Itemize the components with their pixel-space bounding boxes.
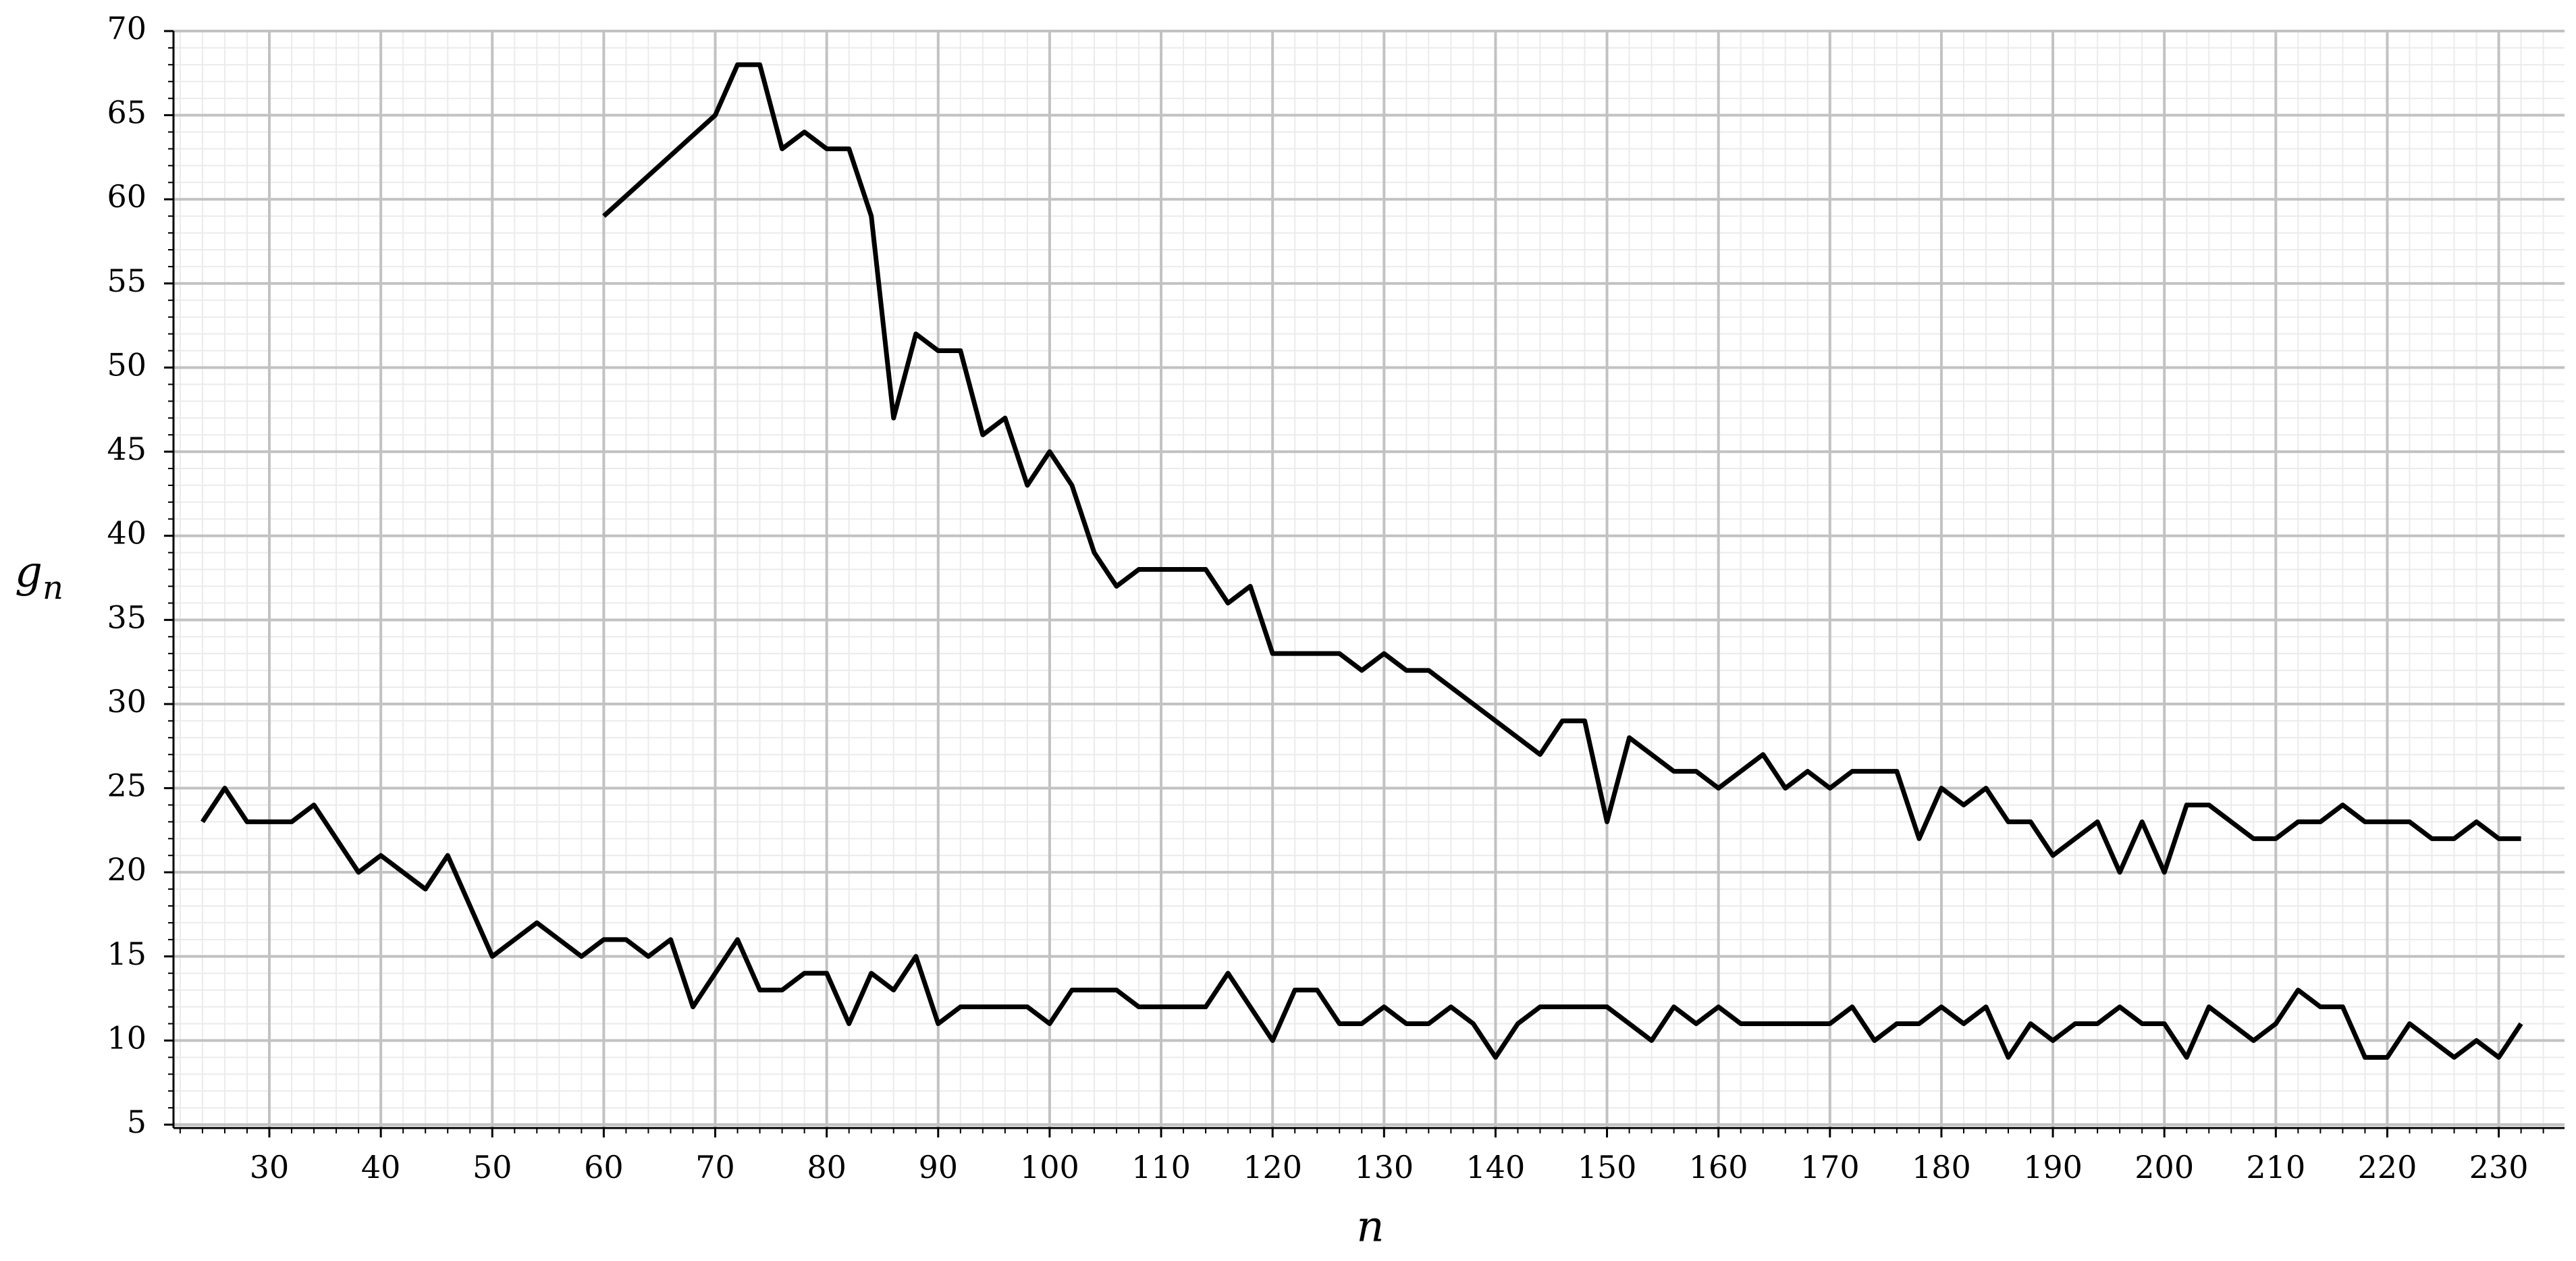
x-tick-label: 100 [1020,1149,1079,1185]
y-tick-label: 15 [107,936,146,972]
y-tick-label: 20 [107,851,146,888]
x-tick-label: 60 [584,1149,624,1185]
y-tick-label: 5 [127,1104,146,1140]
x-tick-label: 130 [1354,1149,1414,1185]
y-axis-label: gn [15,547,63,607]
y-tick-label: 40 [107,515,146,552]
grid [173,30,2565,1128]
x-tick-label: 140 [1466,1149,1526,1185]
y-tick-label: 30 [107,683,146,720]
x-tick-label: 30 [250,1149,290,1185]
y-tick-label: 60 [107,178,146,215]
x-tick-label: 50 [473,1149,512,1185]
x-tick-label: 40 [361,1149,401,1185]
x-tick-label: 80 [807,1149,847,1185]
y-tick-label: 55 [107,263,146,299]
x-tick-label: 90 [919,1149,959,1185]
x-tick-label: 220 [2358,1149,2417,1185]
y-tick-label: 65 [107,95,146,131]
x-tick-label: 230 [2469,1149,2529,1185]
y-tick-label: 35 [107,599,146,635]
y-axis-label-subscript: n [43,569,63,607]
x-tick-label: 70 [695,1149,735,1185]
x-tick-label: 200 [2135,1149,2194,1185]
x-tick-label: 170 [1800,1149,1860,1185]
y-tick-label: 50 [107,346,146,383]
x-tick-label: 210 [2246,1149,2305,1185]
x-tick-label: 120 [1243,1149,1302,1185]
x-tick-label: 150 [1578,1149,1637,1185]
x-tick-label: 160 [1689,1149,1748,1185]
series-line [200,786,2523,1060]
y-tick-label: 10 [107,1019,146,1056]
x-axis-label: n [1356,1202,1384,1252]
y-tick-label: 25 [107,768,146,804]
x-tick-label: 190 [2023,1149,2083,1185]
x-tick-label: 180 [1912,1149,1971,1185]
y-tick-label: 70 [107,10,146,47]
y-axis-label-base: g [15,547,43,597]
y-tick-label: 45 [107,431,146,467]
x-tick-label: 110 [1131,1149,1191,1185]
series-line [602,62,2521,875]
